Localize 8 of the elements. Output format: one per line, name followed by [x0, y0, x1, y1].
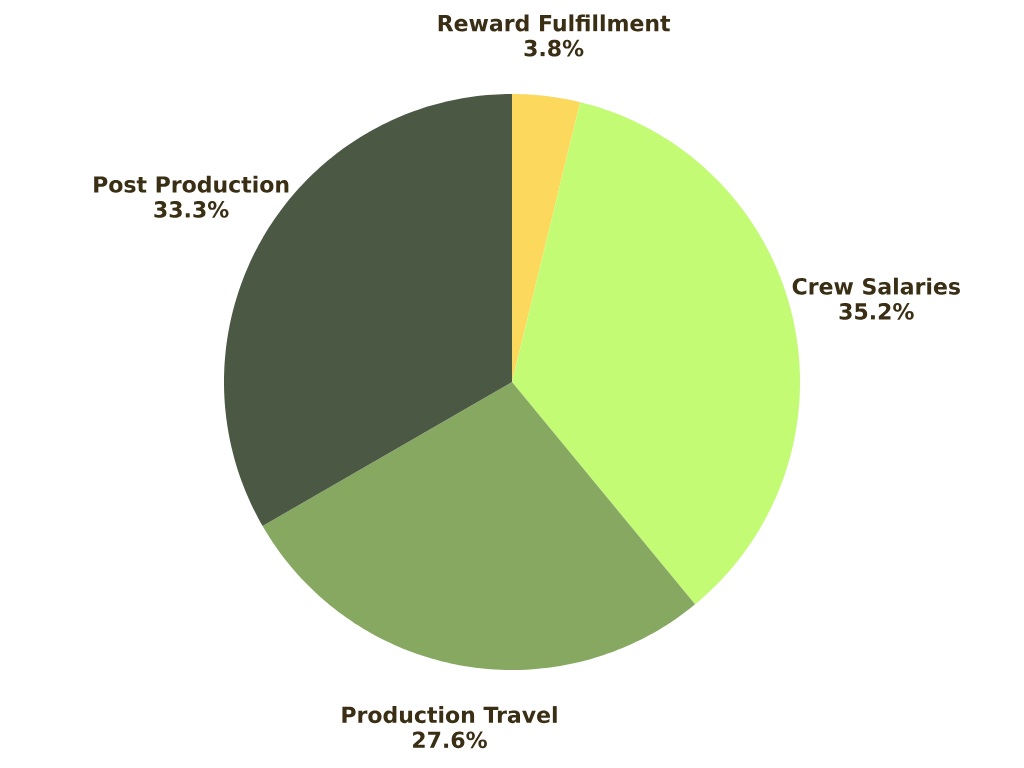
- slice-label: Crew Salaries: [792, 277, 960, 295]
- slice-label: Reward Fulfillment: [438, 14, 671, 32]
- slice-label: Post Production: [94, 175, 289, 193]
- data-label: 35.2%: [839, 303, 914, 320]
- slice-label: Production Travel: [342, 706, 557, 724]
- data-label: 33.3%: [154, 201, 229, 218]
- data-label: 27.6%: [413, 731, 487, 749]
- data-label: 3.8%: [524, 39, 584, 57]
